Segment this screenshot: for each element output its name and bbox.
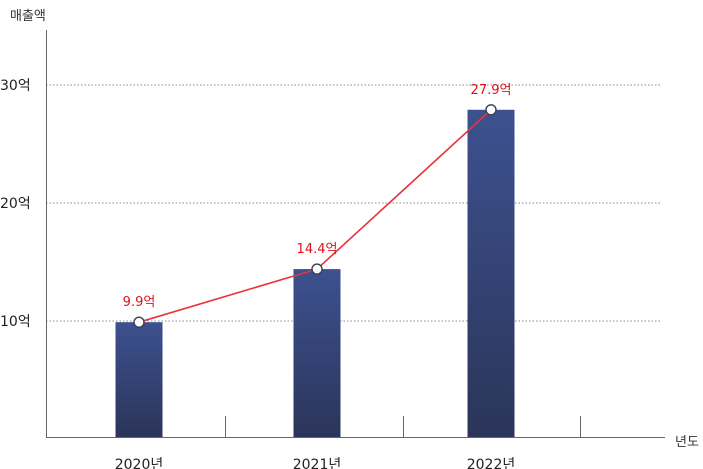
data-labels: 9.9억 14.4억 27.9억 <box>123 83 512 310</box>
y-tick-labels: 10억 20억 30억 <box>0 78 31 330</box>
data-label: 27.9억 <box>471 83 512 98</box>
y-tick-label: 30억 <box>0 78 31 94</box>
trend-point-marker <box>311 263 323 275</box>
x-axis-title: 년도 <box>675 435 699 450</box>
bar <box>115 322 163 437</box>
trend-point-marker <box>485 104 497 116</box>
data-label: 9.9억 <box>123 295 156 310</box>
x-tick-label: 2022년 <box>467 457 516 469</box>
bars <box>115 109 515 437</box>
x-tick-label: 2021년 <box>293 457 342 469</box>
x-tick-labels: 2020년 2021년 2022년 <box>115 457 516 469</box>
y-tick-label: 20억 <box>0 196 31 212</box>
trend-point-marker <box>133 316 145 328</box>
axes <box>46 30 665 438</box>
gridlines <box>46 84 662 322</box>
bar <box>293 269 341 437</box>
y-axis-title: 매출액 <box>10 9 46 24</box>
x-tick-label: 2020년 <box>115 457 164 469</box>
data-label: 14.4억 <box>297 242 338 257</box>
bar <box>467 109 515 437</box>
y-tick-label: 10억 <box>0 314 31 330</box>
trend-line <box>133 104 497 328</box>
